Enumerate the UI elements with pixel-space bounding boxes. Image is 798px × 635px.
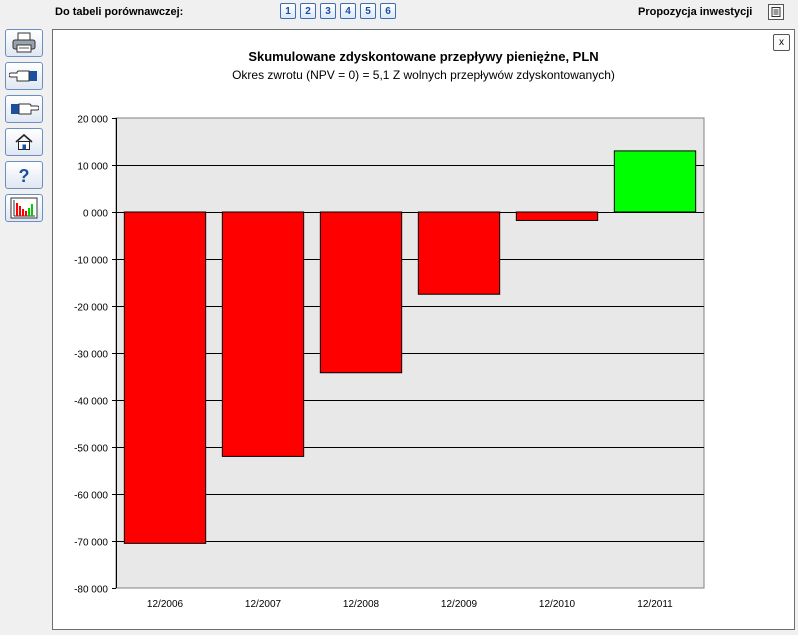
y-tick-label: -10 000	[74, 256, 108, 267]
y-tick-label: -30 000	[74, 350, 108, 361]
compare-button-2[interactable]: 2	[300, 3, 316, 19]
y-tick-label: 20 000	[77, 115, 108, 126]
help-icon: ?	[19, 166, 30, 185]
home-icon	[15, 133, 33, 150]
svg-text:?: ?	[19, 166, 30, 185]
back-button[interactable]	[5, 62, 43, 90]
investment-proposal-label: Propozycja inwestycji	[638, 6, 753, 18]
compare-table-label: Do tabeli porównawczej:	[55, 6, 184, 18]
compare-button-4[interactable]: 4	[340, 3, 356, 19]
hand-pointing-left-icon	[9, 70, 37, 82]
bar-chart: 20 000 10 000 0 000 -10 000 -20 000 -30 000 -4…	[74, 115, 705, 610]
chart-title: Skumulowane zdyskontowane przepływy pien…	[248, 49, 599, 64]
bar-12/2008	[319, 211, 403, 374]
compare-buttons: 1 2 3 4 5 6	[280, 3, 396, 19]
y-tick-label: -70 000	[74, 538, 108, 549]
home-button[interactable]	[5, 128, 43, 156]
bar-12/2006	[123, 211, 207, 544]
chart-subtitle: Okres zwrotu (NPV = 0) = 5,1 Z wolnych p…	[232, 68, 615, 82]
x-tick-label: 12/2009	[441, 599, 478, 610]
print-button[interactable]	[5, 29, 43, 57]
chart-panel: x Skumulowane zdyskontowane przepływy pi…	[52, 29, 795, 630]
y-tick-label: -40 000	[74, 397, 108, 408]
y-tick-label: -20 000	[74, 303, 108, 314]
forward-button[interactable]	[5, 95, 43, 123]
printer-icon	[12, 32, 36, 53]
x-tick-label: 12/2007	[245, 599, 282, 610]
compare-button-1[interactable]: 1	[280, 3, 296, 19]
help-button[interactable]: ?	[5, 161, 43, 189]
close-button[interactable]: x	[773, 34, 790, 51]
x-tick-label: 12/2011	[637, 599, 673, 610]
y-tick-label: -80 000	[74, 585, 108, 596]
x-tick-label: 12/2010	[539, 599, 576, 610]
y-tick-label: -50 000	[74, 444, 108, 455]
top-toolbar: Do tabeli porównawczej: 1 2 3 4 5 6 Prop…	[0, 0, 798, 24]
chart-icon	[10, 197, 38, 219]
bar-12/2011	[613, 150, 697, 213]
chart-button[interactable]	[5, 194, 43, 222]
investment-proposal-button[interactable]	[768, 4, 784, 20]
hand-pointing-right-icon	[11, 103, 39, 115]
bar-12/2007	[221, 211, 305, 457]
x-tick-label: 12/2008	[343, 599, 380, 610]
y-tick-label: 0 000	[83, 209, 108, 220]
y-tick-label: -60 000	[74, 491, 108, 502]
left-toolbar: ?	[5, 29, 43, 227]
bar-12/2009	[417, 211, 501, 295]
compare-button-3[interactable]: 3	[320, 3, 336, 19]
x-tick-label: 12/2006	[147, 599, 184, 610]
document-icon	[771, 7, 781, 17]
compare-button-5[interactable]: 5	[360, 3, 376, 19]
compare-button-6[interactable]: 6	[380, 3, 396, 19]
y-tick-label: 10 000	[77, 162, 108, 173]
bar-12/2010	[515, 211, 599, 221]
